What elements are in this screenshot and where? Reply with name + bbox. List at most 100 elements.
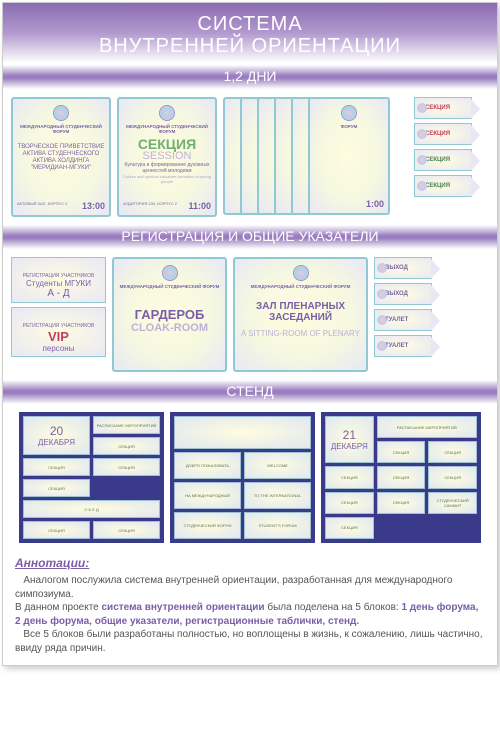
logo-icon: [417, 181, 427, 191]
title-line2: ВНУТРЕННЕЙ ОРИЕНТАЦИИ: [99, 35, 401, 57]
stand-tile: РАСПИСАНИЕ МЕРОПРИЯТИЙ: [93, 416, 160, 434]
section1-title: 1,2 ДНИ: [223, 68, 276, 84]
card2-room: АУДИТОРИЯ 234, КОРПУС 2: [123, 201, 177, 211]
stand-area: 20ДЕКАБРЯРАСПИСАНИЕ МЕРОПРИЯТИЙСЕКЦИЯСЕК…: [3, 406, 497, 549]
arrow-tag: СЕКЦИЯ: [414, 123, 472, 145]
section2-body: РЕГИСТРАЦИЯ УЧАСТНИКОВ Студенты МГУКИ А …: [3, 251, 497, 378]
arrow-tag: СЕКЦИЯ: [414, 97, 472, 119]
fan-foot: 1:00: [314, 199, 384, 209]
arrow-label: ТУАЛЕТ: [385, 317, 408, 323]
stand-tile: СТУДЕНЧЕСКИЙ САММИТ: [428, 492, 477, 514]
logo-icon: [341, 105, 357, 121]
main-title: СИСТЕМА ВНУТРЕННЕЙ ОРИЕНТАЦИИ: [3, 13, 497, 57]
card1-body: ТВОРЧЕСКОЕ ПРИВЕТСТВИЕ АКТИВА СТУДЕНЧЕСК…: [17, 144, 105, 173]
logo-icon: [377, 341, 387, 351]
logo-tile: [174, 416, 311, 449]
cg-en: CLOAK-ROOM: [131, 322, 208, 334]
stand-tile: СЕКЦИЯ: [377, 492, 426, 514]
stand-tile: СЕКЦИЯ: [325, 517, 374, 539]
stand-tile: СЕКЦИЯ: [325, 466, 374, 488]
cp-ru: ЗАЛ ПЛЕНАРНЫХ ЗАСЕДАНИЙ: [239, 301, 362, 323]
arrow-tag: ВЫХОД: [374, 283, 432, 305]
stand-tile: STUDENT'S FORUM: [244, 512, 311, 539]
arrow-tag: СЕКЦИЯ: [414, 175, 472, 197]
stand-tile: TO THE INTERNATIONAL: [244, 482, 311, 509]
section3-band: СТЕНД: [3, 380, 497, 404]
anno-p1: Аналогом послужила система внутренней ор…: [15, 574, 485, 601]
logo-icon: [377, 289, 387, 299]
fan-card: ФОРУМ 1:00: [308, 97, 390, 215]
a2b: система внутренней ориентации: [102, 602, 265, 613]
reg-col: РЕГИСТРАЦИЯ УЧАСТНИКОВ Студенты МГУКИ А …: [11, 257, 106, 361]
arrow-label: СЕКЦИЯ: [425, 131, 450, 137]
anno-title: Аннотации:: [15, 555, 485, 571]
stand-panel-2: ДОБРО ПОЖАЛОВАТЬWELCOMEНА МЕЖДУНАРОДНЫЙT…: [170, 412, 315, 543]
a2c: была поделена на 5 блоков:: [265, 602, 402, 613]
logo-icon: [417, 129, 427, 139]
card1-time: 13:00: [82, 201, 105, 211]
date-tile: 21ДЕКАБРЯ: [325, 416, 374, 463]
logo-icon: [15, 311, 27, 323]
logo-icon: [162, 265, 178, 281]
card1-top: МЕЖДУНАРОДНЫЙ СТУДЕНЧЕСКИЙ ФОРУМ: [17, 125, 105, 135]
stand-tile: WELCOME: [244, 452, 311, 479]
stand-tile: СЕКЦИЯ: [93, 521, 160, 539]
card2-footer: АУДИТОРИЯ 234, КОРПУС 2 11:00: [123, 201, 211, 211]
card2-time: 11:00: [188, 201, 211, 211]
a3: Все 5 блоков были разработаны полностью,…: [15, 629, 482, 654]
stand-tile: НА МЕЖДУНАРОДНЫЙ: [174, 482, 241, 509]
card-fan: ФОРУМ1:00ФОРУМ1:00ФОРУМ1:00ФОРУМ1:00ФОРУ…: [223, 97, 408, 215]
stand-tile: СЕКЦИЯ: [377, 441, 426, 463]
logo-icon: [159, 105, 175, 121]
anno-p3: Все 5 блоков были разработаны полностью,…: [15, 628, 485, 655]
anno-p1t: Аналогом послужила система внутренней ор…: [15, 575, 452, 600]
section1-band: 1,2 ДНИ: [3, 65, 497, 89]
logo-icon: [15, 261, 27, 273]
reg1-l2: А - Д: [15, 288, 102, 299]
arrow-tag: ТУАЛЕТ: [374, 335, 432, 357]
stand-tile: СЕКЦИЯ: [377, 466, 426, 488]
section1-body: МЕЖДУНАРОДНЫЙ СТУДЕНЧЕСКИЙ ФОРУМ ТВОРЧЕС…: [3, 91, 497, 223]
stand-tile: СЕКЦИЯ: [23, 479, 90, 497]
stand-tile: СЕКЦИЯ: [23, 458, 90, 476]
arrow-col-1: СЕКЦИЯСЕКЦИЯСЕКЦИЯСЕКЦИЯ: [414, 97, 472, 201]
arrow-label: СЕКЦИЯ: [425, 105, 450, 111]
stand-tile: СЕКЦИЯ: [428, 466, 477, 488]
card-welcome: МЕЖДУНАРОДНЫЙ СТУДЕНЧЕСКИЙ ФОРУМ ТВОРЧЕС…: [11, 97, 111, 217]
card2-body: Культура и формирование духовных ценност…: [123, 162, 211, 174]
logo-icon: [293, 265, 309, 281]
cg-top: МЕЖДУНАРОДНЫЙ СТУДЕНЧЕСКИЙ ФОРУМ: [120, 285, 220, 290]
section2-band: РЕГИСТРАЦИЯ И ОБЩИЕ УКАЗАТЕЛИ: [3, 225, 497, 249]
reg-card-1: РЕГИСТРАЦИЯ УЧАСТНИКОВ Студенты МГУКИ А …: [11, 257, 106, 303]
logo-icon: [417, 103, 427, 113]
fan-top: ФОРУМ: [341, 125, 358, 130]
a2a: В данном проекте: [15, 602, 102, 613]
stand-tile: СЕКЦИЯ: [93, 458, 160, 476]
reg2-l2: персоны: [15, 344, 102, 353]
card-garderoب: МЕЖДУНАРОДНЫЙ СТУДЕНЧЕСКИЙ ФОРУМ ГАРДЕРО…: [112, 257, 227, 372]
stand-panel-3: 21ДЕКАБРЯРАСПИСАНИЕ МЕРОПРИЯТИЙСЕКЦИЯСЕК…: [321, 412, 481, 543]
fan-time: 1:00: [366, 199, 384, 209]
card2-top: МЕЖДУНАРОДНЫЙ СТУДЕНЧЕСКИЙ ФОРУМ: [123, 125, 211, 135]
arrow-label: ТУАЛЕТ: [385, 343, 408, 349]
annotations: Аннотации: Аналогом послужила система вн…: [3, 549, 497, 665]
card-plenary: МЕЖДУНАРОДНЫЙ СТУДЕНЧЕСКИЙ ФОРУМ ЗАЛ ПЛЕ…: [233, 257, 368, 372]
sched-tile: РАСПИСАНИЕ МЕРОПРИЯТИЙ: [377, 416, 477, 438]
stand-tile: СЕКЦИЯ: [325, 492, 374, 514]
card1-footer: АКТОВЫЙ ЗАЛ, КОРПУС 2 13:00: [17, 201, 105, 211]
card1-room: АКТОВЫЙ ЗАЛ, КОРПУС 2: [17, 201, 67, 211]
logo-icon: [377, 315, 387, 325]
anno-p2: В данном проекте система внутренней орие…: [15, 601, 485, 628]
arrow-col-2: ВЫХОД ВЫХОД ТУАЛЕТ ТУАЛЕТ: [374, 257, 432, 361]
logo-icon: [53, 105, 69, 121]
stand-tile: СЕКЦИЯ: [93, 437, 160, 455]
card-section: МЕЖДУНАРОДНЫЙ СТУДЕНЧЕСКИЙ ФОРУМ СЕКЦИЯ …: [117, 97, 217, 217]
stand-panel-1: 20ДЕКАБРЯРАСПИСАНИЕ МЕРОПРИЯТИЙСЕКЦИЯСЕК…: [19, 412, 164, 543]
arrow-tag: ТУАЛЕТ: [374, 309, 432, 331]
cg-ru: ГАРДЕРОБ: [135, 307, 205, 322]
poster-root: СИСТЕМА ВНУТРЕННЕЙ ОРИЕНТАЦИИ 1,2 ДНИ МЕ…: [2, 2, 498, 666]
section2-title: РЕГИСТРАЦИЯ И ОБЩИЕ УКАЗАТЕЛИ: [121, 228, 378, 244]
stand-tile: ДОБРО ПОЖАЛОВАТЬ: [174, 452, 241, 479]
cp-en: A SITTING-ROOM OF PLENARY: [241, 329, 360, 338]
arrow-label: ВЫХОД: [385, 265, 408, 271]
